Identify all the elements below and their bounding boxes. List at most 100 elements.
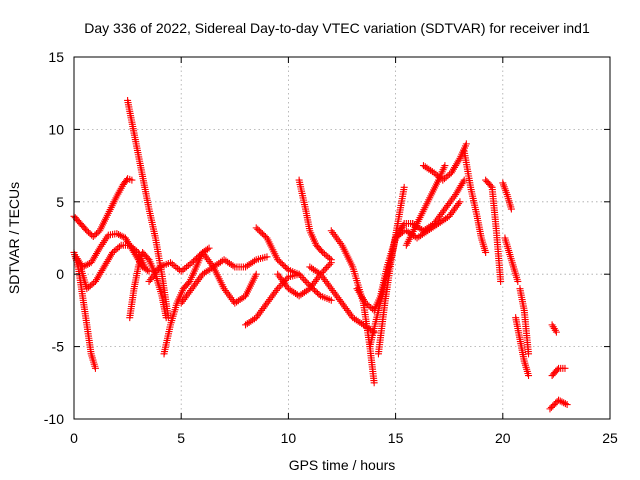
data-point	[298, 274, 306, 282]
data-point	[320, 267, 328, 275]
data-point	[317, 247, 325, 255]
data-point	[252, 270, 260, 278]
data-point	[252, 224, 260, 232]
data-point	[444, 172, 452, 180]
data-point	[113, 230, 121, 238]
data-point	[301, 277, 309, 285]
data-point	[109, 248, 117, 256]
data-point	[88, 280, 96, 288]
data-point	[313, 289, 321, 297]
y-tick-label: 10	[48, 121, 64, 137]
data-point	[439, 176, 447, 184]
data-point	[462, 140, 470, 148]
data-point	[320, 250, 328, 258]
data-point	[395, 231, 403, 239]
x-tick-label: 20	[495, 430, 511, 446]
data-point	[145, 267, 153, 275]
y-tick-label: 15	[48, 49, 64, 65]
data-point	[367, 304, 375, 312]
data-point	[189, 257, 197, 265]
data-point	[82, 261, 90, 269]
data-point	[441, 162, 449, 170]
data-point	[143, 266, 151, 274]
data-point	[482, 248, 490, 256]
data-point	[80, 262, 88, 270]
data-point	[326, 254, 334, 262]
data-point	[110, 247, 118, 255]
data-point	[112, 246, 120, 254]
data-point	[114, 244, 122, 252]
data-point	[277, 259, 285, 267]
series-track-r	[366, 227, 408, 351]
y-tick-label: 0	[56, 266, 64, 282]
series-track-i	[177, 253, 271, 307]
data-point	[397, 230, 405, 238]
data-point	[552, 328, 560, 336]
data-point	[84, 260, 92, 268]
data-point	[85, 283, 93, 291]
x-tick-label: 0	[70, 430, 78, 446]
data-point	[514, 277, 522, 285]
y-tick-label: -10	[44, 411, 64, 427]
series-track-q	[374, 183, 408, 358]
data-point	[263, 253, 271, 261]
data-point	[162, 314, 170, 322]
data-point	[303, 278, 311, 286]
data-points	[70, 96, 571, 413]
data-point	[193, 254, 201, 262]
data-point	[487, 182, 495, 190]
data-point	[327, 256, 335, 264]
data-point	[507, 205, 515, 213]
data-point	[327, 296, 335, 304]
series-track-x	[482, 176, 505, 285]
data-point	[497, 277, 505, 285]
data-point	[257, 228, 265, 236]
x-tick-label: 10	[281, 430, 297, 446]
data-point	[274, 285, 282, 293]
series-track-o	[327, 227, 378, 387]
series-track-d	[124, 96, 172, 322]
data-point	[184, 279, 192, 287]
data-point	[300, 275, 308, 283]
series-track-aa	[512, 314, 533, 380]
data-point	[79, 263, 87, 271]
data-point	[194, 253, 202, 261]
data-point	[283, 275, 291, 283]
data-point	[91, 364, 99, 372]
data-point	[434, 172, 442, 180]
data-point	[203, 245, 211, 253]
data-point	[205, 244, 213, 252]
series-track-f	[72, 230, 153, 275]
data-point	[312, 288, 320, 296]
data-point	[362, 299, 370, 307]
data-point	[525, 372, 533, 380]
data-point	[82, 225, 90, 233]
data-point	[319, 248, 327, 256]
x-tick-label: 15	[388, 430, 404, 446]
data-point	[83, 227, 91, 235]
chart-title: Day 336 of 2022, Sidereal Day-to-day VTE…	[84, 20, 590, 36]
data-point	[91, 231, 99, 239]
data-point	[442, 173, 450, 181]
series-track-y	[499, 179, 515, 213]
data-point	[561, 400, 569, 408]
data-point	[432, 170, 440, 178]
data-point	[191, 256, 199, 264]
data-point	[275, 283, 283, 291]
series-track-ab	[516, 285, 533, 358]
data-point	[115, 243, 123, 251]
data-point	[324, 262, 332, 270]
data-point	[128, 176, 136, 184]
y-tick-label: -5	[52, 339, 65, 355]
data-point	[280, 262, 288, 270]
data-point	[553, 366, 561, 374]
data-point	[281, 263, 289, 271]
data-point	[322, 251, 330, 259]
data-point	[324, 253, 332, 261]
x-axis-label: GPS time / hours	[289, 457, 396, 473]
data-point	[310, 286, 318, 294]
data-point	[275, 257, 283, 265]
data-point	[440, 175, 448, 183]
data-point	[563, 401, 571, 409]
